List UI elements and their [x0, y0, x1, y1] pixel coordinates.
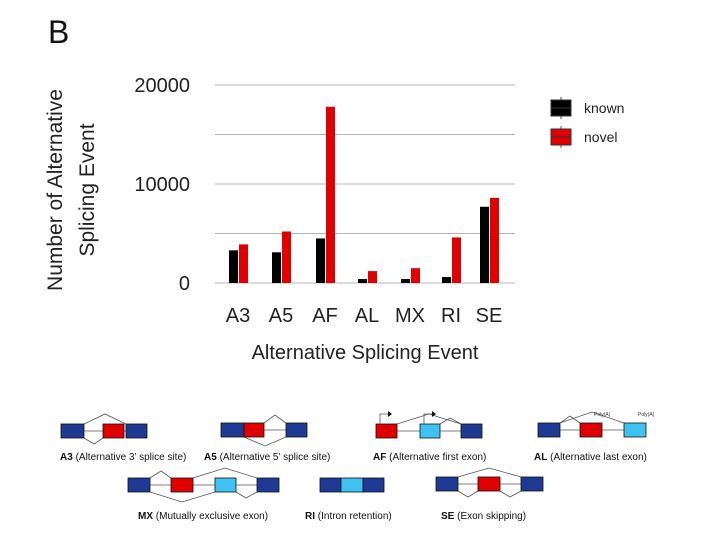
tss-arrow-head: [388, 411, 392, 417]
tss-arrow: [423, 413, 432, 424]
x-tick-label: AL: [355, 305, 379, 327]
splicing-diagrams: Poly(A) Poly(A): [60, 411, 655, 503]
polya-label: Poly(A): [638, 412, 655, 418]
splice-junction: [83, 437, 104, 445]
splice-junction: [149, 491, 216, 503]
alternative-last-exon: [623, 422, 647, 438]
bar-novel-al: [368, 271, 377, 283]
splice-junction: [439, 417, 462, 425]
x-tick-labels: A3 A5 AF AL MX RI SE: [226, 305, 503, 327]
alternative-exon: [102, 423, 125, 439]
constitutive-exon: [285, 422, 308, 438]
y-tick-label: 10000: [134, 174, 190, 196]
y-tick-label: 0: [179, 273, 190, 295]
y-tick-labels: 0 10000 20000: [134, 75, 190, 295]
legend-label-novel: novel: [584, 129, 617, 145]
splice-junction: [499, 490, 522, 498]
x-tick-label: MX: [395, 305, 425, 327]
y-tick-label: 20000: [134, 75, 190, 97]
retained-intron: [340, 477, 364, 493]
splice-junction: [559, 411, 625, 424]
bar-known-mx: [401, 279, 410, 283]
y-axis-label-line-2: Splicing Event: [76, 123, 99, 256]
bar-novel-af: [326, 106, 335, 283]
constitutive-exon: [256, 477, 280, 493]
splice-junction: [243, 436, 287, 447]
constitutive-exon: [125, 423, 148, 439]
bar-known-af: [316, 238, 325, 283]
alternative-first-exon: [375, 423, 398, 439]
bar-novel-mx: [411, 268, 420, 283]
constitutive-exon: [60, 423, 85, 439]
bar-novel-a3: [239, 244, 248, 283]
constitutive-exon: [319, 477, 342, 493]
caption-al: AL (Alternative last exon): [534, 452, 647, 463]
skipped-exon: [477, 476, 501, 492]
polya-label: Poly(A): [594, 412, 611, 418]
constitutive-exon: [220, 422, 245, 438]
grid-lines: [215, 84, 515, 284]
constitutive-exon: [435, 476, 459, 492]
alternative-exon: [243, 422, 265, 438]
caption-a5: A5 (Alternative 5’ splice site): [204, 452, 331, 463]
tss-arrow-head: [432, 411, 436, 417]
bars: [229, 106, 499, 283]
caption-af: AF (Alternative first exon): [373, 452, 487, 463]
caption-mx: MX (Mutually exclusive exon): [138, 511, 269, 522]
splice-junction: [559, 415, 581, 424]
caption-a3: A3 (Alternative 3’ splice site): [60, 452, 187, 463]
bar-known-al: [358, 279, 367, 283]
bar-known-se: [480, 206, 489, 283]
constitutive-exon: [520, 476, 544, 492]
x-tick-label: RI: [441, 305, 461, 327]
constitutive-exon: [127, 477, 151, 493]
legend: known novel: [550, 97, 624, 148]
bar-novel-a5: [282, 231, 291, 283]
bar-novel-se: [490, 197, 499, 283]
constitutive-exon: [537, 422, 561, 438]
mutually-exclusive-exon: [170, 477, 194, 493]
x-tick-label: AF: [312, 305, 338, 327]
constitutive-exon: [362, 477, 385, 493]
caption-se: SE (Exon skipping): [441, 511, 527, 522]
x-axis-label: Alternative Splicing Event: [252, 342, 479, 364]
bar-novel-ri: [452, 237, 461, 283]
splice-junction: [235, 491, 258, 499]
alternative-first-exon: [419, 423, 441, 439]
splice-junction: [457, 467, 522, 478]
y-axis-label-line-1: Number of Alternative: [44, 89, 67, 291]
bar-known-a5: [272, 252, 281, 283]
bar-known-ri: [442, 277, 451, 283]
bar-known-a3: [229, 250, 238, 283]
splice-junction: [192, 467, 258, 479]
constitutive-exon: [460, 423, 483, 439]
panel-label: B: [48, 14, 70, 50]
alternative-last-exon: [579, 422, 603, 438]
x-tick-label: A5: [269, 305, 293, 327]
legend-label-known: known: [584, 100, 624, 116]
caption-ri: RI (Intron retention): [305, 511, 392, 522]
splice-junction: [149, 470, 172, 479]
splice-junction: [457, 490, 479, 498]
x-tick-label: SE: [476, 305, 503, 327]
tss-arrow: [379, 413, 388, 424]
x-tick-label: A3: [226, 305, 250, 327]
splice-junction: [263, 414, 287, 424]
splice-junction: [83, 413, 127, 425]
mutually-exclusive-exon: [214, 477, 237, 493]
